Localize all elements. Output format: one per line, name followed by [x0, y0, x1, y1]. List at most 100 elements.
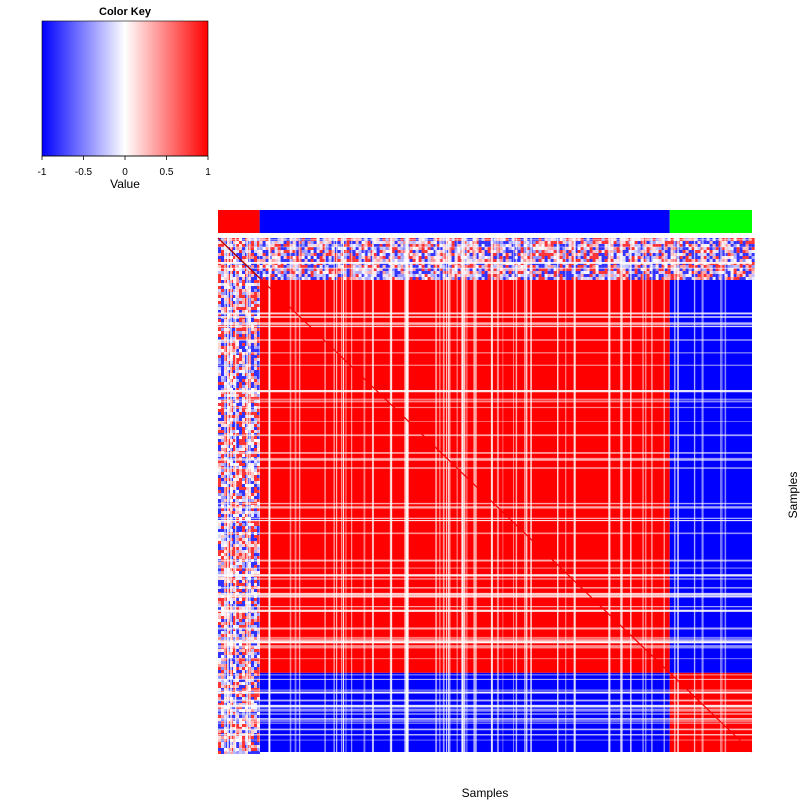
- heatmap-cell: [257, 727, 260, 730]
- heatmap-cell: [254, 511, 257, 514]
- heatmap-cell: [577, 274, 581, 277]
- heatmap-cell: [251, 319, 254, 322]
- heatmap-cell: [233, 751, 236, 754]
- heatmap-cell: [646, 253, 650, 256]
- heatmap-cell: [218, 331, 221, 334]
- heatmap-cell: [517, 247, 521, 250]
- heatmap-cell: [622, 265, 626, 268]
- heatmap-cell: [239, 277, 242, 280]
- heatmap-cell: [634, 277, 638, 280]
- heatmap-cell: [322, 247, 326, 250]
- heatmap-cell: [622, 277, 626, 280]
- heatmap-cell: [221, 499, 224, 502]
- heatmap-cell: [251, 310, 254, 313]
- heatmap-cell: [520, 241, 524, 244]
- heatmap-cell: [242, 259, 245, 262]
- heatmap-cell: [218, 310, 221, 313]
- heatmap-cell: [583, 274, 587, 277]
- heatmap-cell: [361, 256, 365, 259]
- heatmap-cell: [685, 253, 689, 256]
- heatmap-cell: [640, 268, 644, 271]
- heatmap-cell: [736, 244, 740, 247]
- heatmap-cell: [257, 430, 260, 433]
- heatmap-cell: [218, 391, 221, 394]
- heatmap-cell: [697, 247, 701, 250]
- heatmap-cell: [643, 250, 647, 253]
- heatmap-cell: [586, 238, 590, 241]
- heatmap-cell: [221, 286, 224, 289]
- heatmap-cell: [502, 250, 506, 253]
- heatmap-cell: [242, 388, 245, 391]
- heatmap-cell: [634, 259, 638, 262]
- heatmap-cell: [589, 241, 593, 244]
- heatmap-cell: [337, 259, 341, 262]
- heatmap-cell: [254, 403, 257, 406]
- heatmap-cell: [685, 247, 689, 250]
- heatmap-cell: [613, 259, 617, 262]
- heatmap-cell: [517, 274, 521, 277]
- heatmap-cell: [218, 598, 221, 601]
- heatmap-cell: [254, 328, 257, 331]
- heatmap-cell: [742, 265, 746, 268]
- heatmap-cell: [736, 238, 740, 241]
- heatmap-cell: [451, 265, 455, 268]
- heatmap-cell: [254, 481, 257, 484]
- heatmap-cell: [257, 496, 260, 499]
- heatmap-cell: [580, 241, 584, 244]
- heatmap-cell: [251, 520, 254, 523]
- heatmap-cell: [271, 253, 275, 256]
- heatmap-cell: [601, 244, 605, 247]
- heatmap-cell: [715, 244, 719, 247]
- heatmap-cell: [236, 430, 239, 433]
- heatmap-cell: [454, 250, 458, 253]
- heatmap-cell: [233, 397, 236, 400]
- heatmap-cell: [257, 667, 260, 670]
- heatmap-cell: [439, 274, 443, 277]
- heatmap-cell: [601, 241, 605, 244]
- heatmap-cell: [251, 439, 254, 442]
- heatmap-cell: [547, 277, 551, 280]
- heatmap-cell: [233, 256, 236, 259]
- heatmap-cell: [628, 277, 632, 280]
- heatmap-cell: [415, 259, 419, 262]
- heatmap-cell: [532, 259, 536, 262]
- heatmap-cell: [221, 355, 224, 358]
- heatmap-cell: [544, 259, 548, 262]
- heatmap-cell: [242, 589, 245, 592]
- heatmap-cell: [218, 670, 221, 673]
- heatmap-cell: [337, 247, 341, 250]
- heatmap-cell: [385, 274, 389, 277]
- heatmap-cell: [251, 265, 254, 268]
- heatmap-cell: [706, 247, 710, 250]
- heatmap-cell: [292, 274, 296, 277]
- heatmap-cell: [262, 250, 266, 253]
- heatmap-cell: [251, 694, 254, 697]
- heatmap-cell: [331, 277, 335, 280]
- heatmap-cell: [236, 670, 239, 673]
- heatmap-cell: [233, 535, 236, 538]
- heatmap-cell: [466, 265, 470, 268]
- heatmap-cell: [718, 277, 722, 280]
- heatmap-cell: [412, 265, 416, 268]
- heatmap-cell: [649, 268, 653, 271]
- heatmap-cell: [233, 313, 236, 316]
- heatmap-cell: [265, 271, 269, 274]
- heatmap-cell: [257, 265, 260, 268]
- heatmap-cell: [724, 271, 728, 274]
- heatmap-cell: [259, 238, 263, 241]
- heatmap-cell: [394, 238, 398, 241]
- heatmap-cell: [233, 736, 236, 739]
- heatmap-cell: [242, 616, 245, 619]
- heatmap-cell: [592, 256, 596, 259]
- heatmap-cell: [233, 463, 236, 466]
- heatmap-cell: [454, 277, 458, 280]
- heatmap-cell: [301, 247, 305, 250]
- heatmap-cell: [221, 370, 224, 373]
- heatmap-cell: [221, 442, 224, 445]
- heatmap-cell: [236, 373, 239, 376]
- heatmap-cell: [257, 328, 260, 331]
- heatmap-cell: [316, 271, 320, 274]
- heatmap-cell: [257, 682, 260, 685]
- heatmap-cell: [233, 571, 236, 574]
- heatmap-cell: [292, 238, 296, 241]
